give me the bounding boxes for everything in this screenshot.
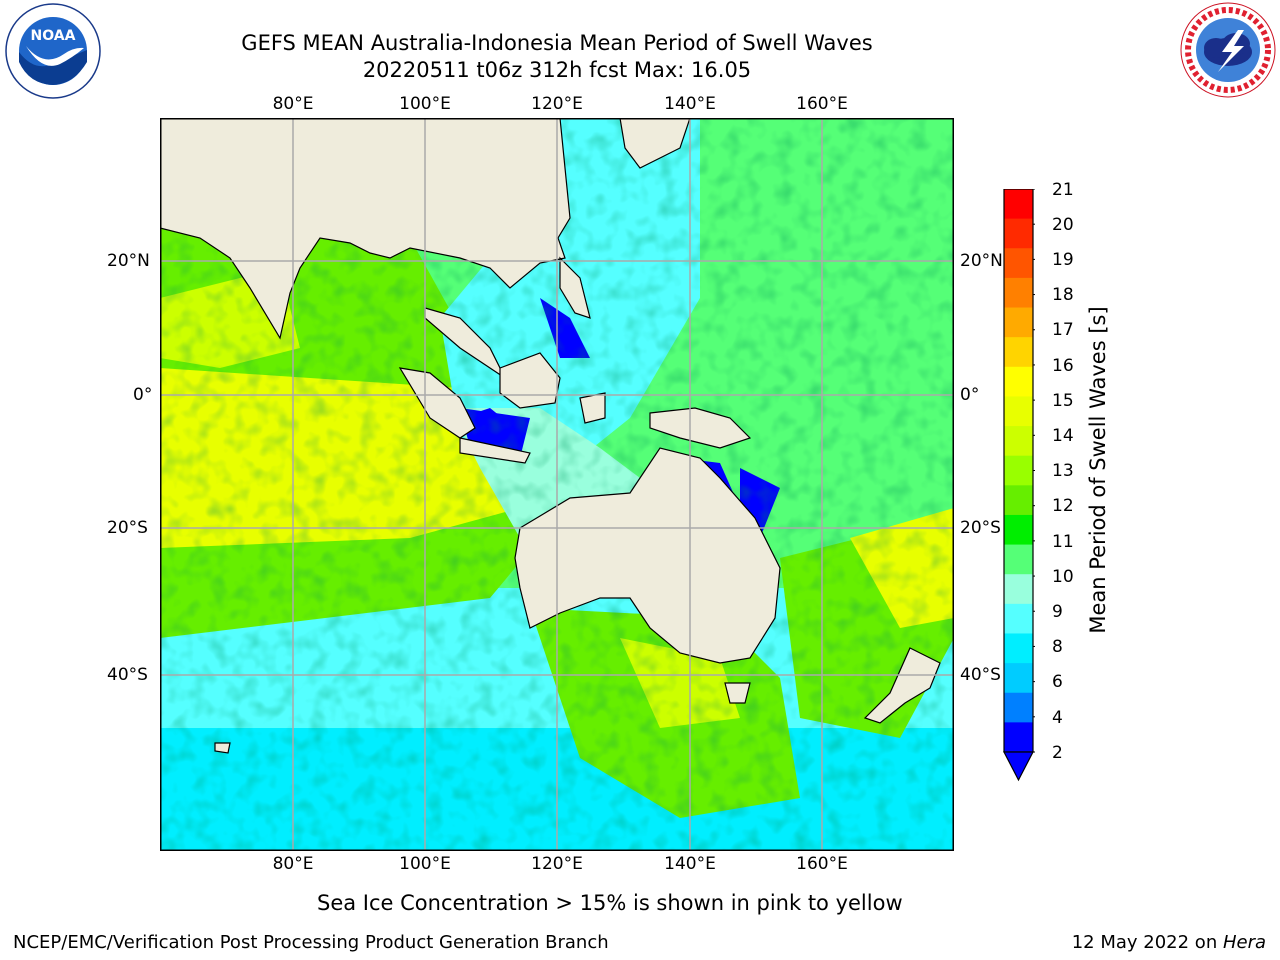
colorbar-swatch xyxy=(1004,366,1033,397)
colorbar-swatch xyxy=(1004,455,1033,486)
asia-mainland xyxy=(160,118,571,340)
footer-branch: NCEP/EMC/Verification Post Processing Pr… xyxy=(13,932,609,953)
chart-title: GEFS MEAN Australia-Indonesia Mean Perio… xyxy=(241,31,873,55)
footer-date-text: 12 May 2022 on xyxy=(1071,932,1223,953)
cb-tick-8: 8 xyxy=(1052,637,1063,657)
colorbar-swatch xyxy=(1004,603,1033,634)
noaa-abbrev: NOAA xyxy=(31,28,76,44)
java xyxy=(459,437,531,464)
lon-label-bottom-160: 160°E xyxy=(796,854,848,874)
colorbar-swatch xyxy=(1004,218,1033,249)
new-guinea xyxy=(649,407,752,449)
lat-label-right-20n: 20°N xyxy=(960,251,1003,271)
cb-tick-4: 4 xyxy=(1052,708,1063,728)
lat-label-right-20s: 20°S xyxy=(960,518,1001,538)
cb-tick-13: 13 xyxy=(1052,461,1074,481)
lon-label-bottom-140: 140°E xyxy=(664,854,716,874)
cb-tick-21: 21 xyxy=(1052,180,1074,200)
lon-label-top-80: 80°E xyxy=(272,94,314,114)
colorbar-swatch xyxy=(1004,277,1033,309)
philippines xyxy=(559,256,591,319)
colorbar-swatch xyxy=(1004,189,1033,220)
colorbar xyxy=(1003,188,1039,788)
lon-label-bottom-80: 80°E xyxy=(272,854,314,874)
cb-tick-10: 10 xyxy=(1052,567,1074,587)
footer-date: 12 May 2022 on Hera xyxy=(1072,932,1266,953)
colorbar-swatch xyxy=(1004,692,1033,723)
footer-machine: Hera xyxy=(1222,932,1266,953)
japan-korea xyxy=(619,118,691,169)
colorbar-swatch xyxy=(1004,307,1033,338)
sea-ice-note: Sea Ice Concentration > 15% is shown in … xyxy=(317,891,903,915)
cb-tick-17: 17 xyxy=(1052,320,1074,340)
cb-tick-2: 2 xyxy=(1052,743,1063,763)
cb-tick-15: 15 xyxy=(1052,391,1074,411)
cb-tick-6: 6 xyxy=(1052,672,1063,692)
colorbar-swatch xyxy=(1004,514,1033,546)
colorbar-swatch xyxy=(1004,574,1033,605)
colorbar-extend-arrow xyxy=(1003,751,1034,782)
nws-logo xyxy=(1178,0,1278,100)
lon-label-top-120: 120°E xyxy=(531,94,583,114)
lat-label-right-40s: 40°S xyxy=(960,665,1001,685)
lat-label-left-40s: 40°S xyxy=(107,665,148,685)
cb-tick-12: 12 xyxy=(1052,496,1074,516)
noaa-logo: NOAA xyxy=(4,2,102,100)
colorbar-swatch xyxy=(1004,485,1033,516)
lon-label-bottom-100: 100°E xyxy=(399,854,451,874)
tasmania xyxy=(724,682,751,704)
lat-label-right-0: 0° xyxy=(960,385,980,405)
colorbar-swatch xyxy=(1004,633,1033,664)
cb-tick-20: 20 xyxy=(1052,215,1074,235)
cb-tick-9: 9 xyxy=(1052,602,1063,622)
colorbar-swatches xyxy=(1003,188,1039,782)
kerguelen xyxy=(214,742,231,754)
colorbar-swatch xyxy=(1004,544,1033,575)
lon-label-bottom-120: 120°E xyxy=(531,854,583,874)
lon-label-top-140: 140°E xyxy=(664,94,716,114)
malay-peninsula xyxy=(424,307,507,380)
colorbar-swatch xyxy=(1004,248,1033,279)
new-zealand xyxy=(863,647,941,724)
sulawesi xyxy=(579,392,606,424)
map-border xyxy=(160,118,954,851)
cb-tick-19: 19 xyxy=(1052,250,1074,270)
cb-tick-14: 14 xyxy=(1052,426,1074,446)
lat-label-left-0: 0° xyxy=(133,385,153,405)
colorbar-title: Mean Period of Swell Waves [s] xyxy=(1086,306,1110,634)
colorbar-swatch xyxy=(1004,426,1033,457)
australia xyxy=(514,447,781,664)
cb-tick-11: 11 xyxy=(1052,532,1074,552)
colorbar-swatch xyxy=(1004,337,1033,368)
swell-period-map xyxy=(160,118,954,851)
cb-tick-16: 16 xyxy=(1052,356,1074,376)
lon-label-top-100: 100°E xyxy=(399,94,451,114)
lon-label-top-160: 160°E xyxy=(796,94,848,114)
colorbar-swatch xyxy=(1004,663,1033,694)
colorbar-swatch xyxy=(1004,722,1033,753)
lat-label-left-20s: 20°S xyxy=(107,518,148,538)
land xyxy=(160,118,941,754)
chart-subtitle: 20220511 t06z 312h fcst Max: 16.05 xyxy=(362,58,752,82)
sumatra xyxy=(398,367,476,439)
graticule xyxy=(160,118,954,851)
cb-tick-18: 18 xyxy=(1052,285,1074,305)
lat-label-left-20n: 20°N xyxy=(107,251,150,271)
colorbar-swatch xyxy=(1004,396,1033,427)
